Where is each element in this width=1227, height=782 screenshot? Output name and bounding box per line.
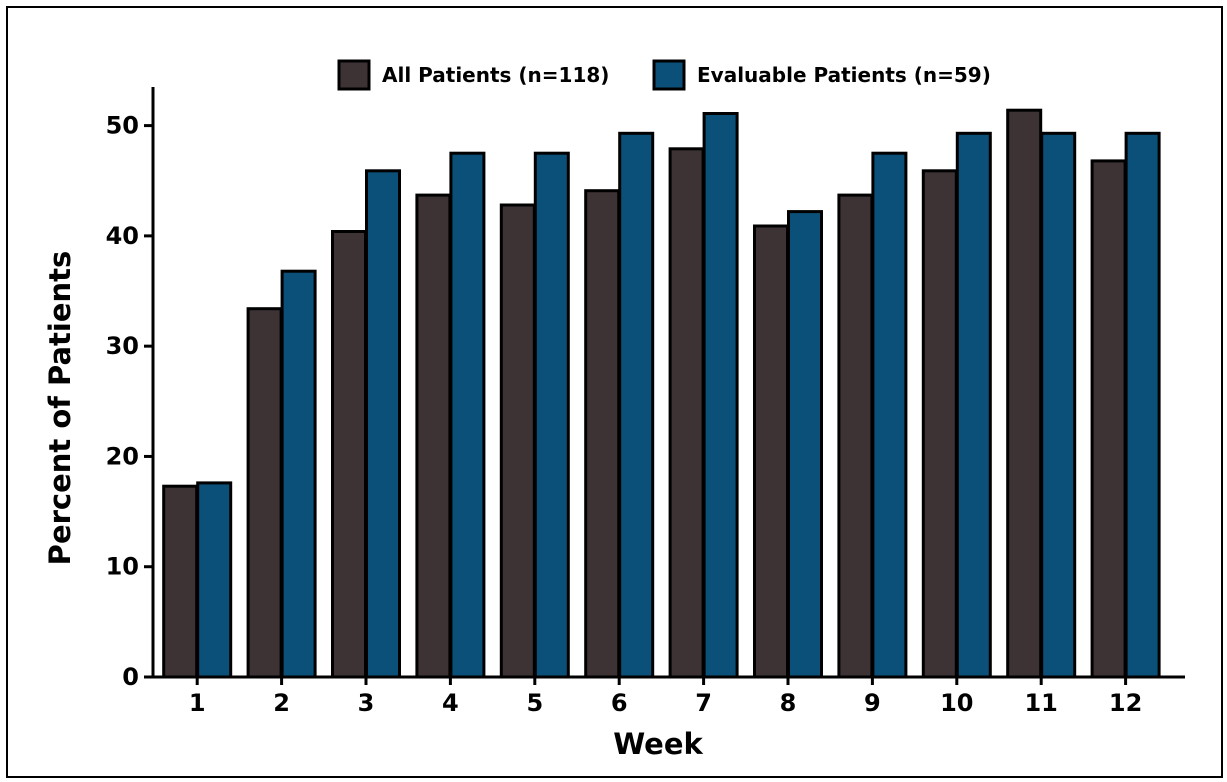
x-tick-label-9: 9 (864, 689, 881, 717)
bar-all-patients-week-6 (584, 189, 621, 679)
bar-evaluable-patients-week-10 (955, 131, 992, 679)
legend-label-all-patients: All Patients (n=118) (382, 63, 609, 87)
bars-layer (162, 108, 1161, 679)
bar-all-patients-week-9 (837, 193, 874, 679)
x-tick-label-4: 4 (442, 689, 459, 717)
y-tick-label-40: 40 (106, 222, 139, 250)
bar-all-patients-week-5 (499, 203, 536, 679)
x-tick-label-7: 7 (695, 689, 712, 717)
bar-evaluable-patients-week-7 (702, 112, 739, 679)
bar-all-patients-week-7 (668, 147, 705, 679)
y-tick-label-10: 10 (106, 553, 139, 581)
y-tick-label-50: 50 (106, 112, 139, 140)
bar-all-patients-week-8 (753, 224, 789, 679)
legend: All Patients (n=118) Evaluable Patients … (337, 59, 991, 91)
y-axis-title: Percent of Patients (43, 251, 77, 566)
bar-all-patients-week-12 (1090, 159, 1127, 679)
x-tick-label-12: 12 (1109, 689, 1142, 717)
y-tick-label-20: 20 (106, 442, 139, 470)
bar-all-patients-week-1 (162, 484, 199, 679)
x-tick-label-2: 2 (273, 689, 290, 717)
bar-all-patients-week-10 (921, 169, 958, 679)
bar-evaluable-patients-week-9 (871, 151, 908, 679)
x-tick-label-6: 6 (611, 689, 628, 717)
bar-evaluable-patients-week-6 (618, 131, 655, 679)
bar-evaluable-patients-week-4 (449, 151, 486, 679)
bar-all-patients-week-3 (331, 230, 367, 679)
x-tick-label-3: 3 (358, 689, 375, 717)
x-tick-label-5: 5 (526, 689, 543, 717)
y-tick-label-30: 30 (106, 332, 139, 360)
x-tick-label-8: 8 (780, 689, 797, 717)
x-tick-label-1: 1 (189, 689, 206, 717)
bar-evaluable-patients-week-2 (280, 269, 317, 679)
x-tick-label-10: 10 (940, 689, 973, 717)
bar-evaluable-patients-week-3 (365, 169, 401, 679)
bar-all-patients-week-4 (415, 193, 452, 679)
bar-all-patients-week-11 (1006, 108, 1043, 679)
bar-evaluable-patients-week-12 (1124, 131, 1161, 679)
bar-evaluable-patients-week-1 (196, 481, 233, 679)
legend-swatch-all-patients (337, 59, 371, 91)
y-tick-label-0: 0 (122, 663, 139, 691)
bar-evaluable-patients-week-11 (1040, 131, 1077, 679)
legend-label-evaluable-patients: Evaluable Patients (n=59) (697, 63, 991, 87)
axes-layer (151, 87, 1185, 679)
x-tick-label-11: 11 (1024, 689, 1057, 717)
bar-all-patients-week-2 (246, 307, 283, 679)
bar-evaluable-patients-week-5 (533, 151, 570, 679)
legend-swatch-evaluable-patients (652, 59, 686, 91)
x-axis-title: Week (613, 727, 703, 761)
bar-evaluable-patients-week-8 (787, 210, 823, 679)
